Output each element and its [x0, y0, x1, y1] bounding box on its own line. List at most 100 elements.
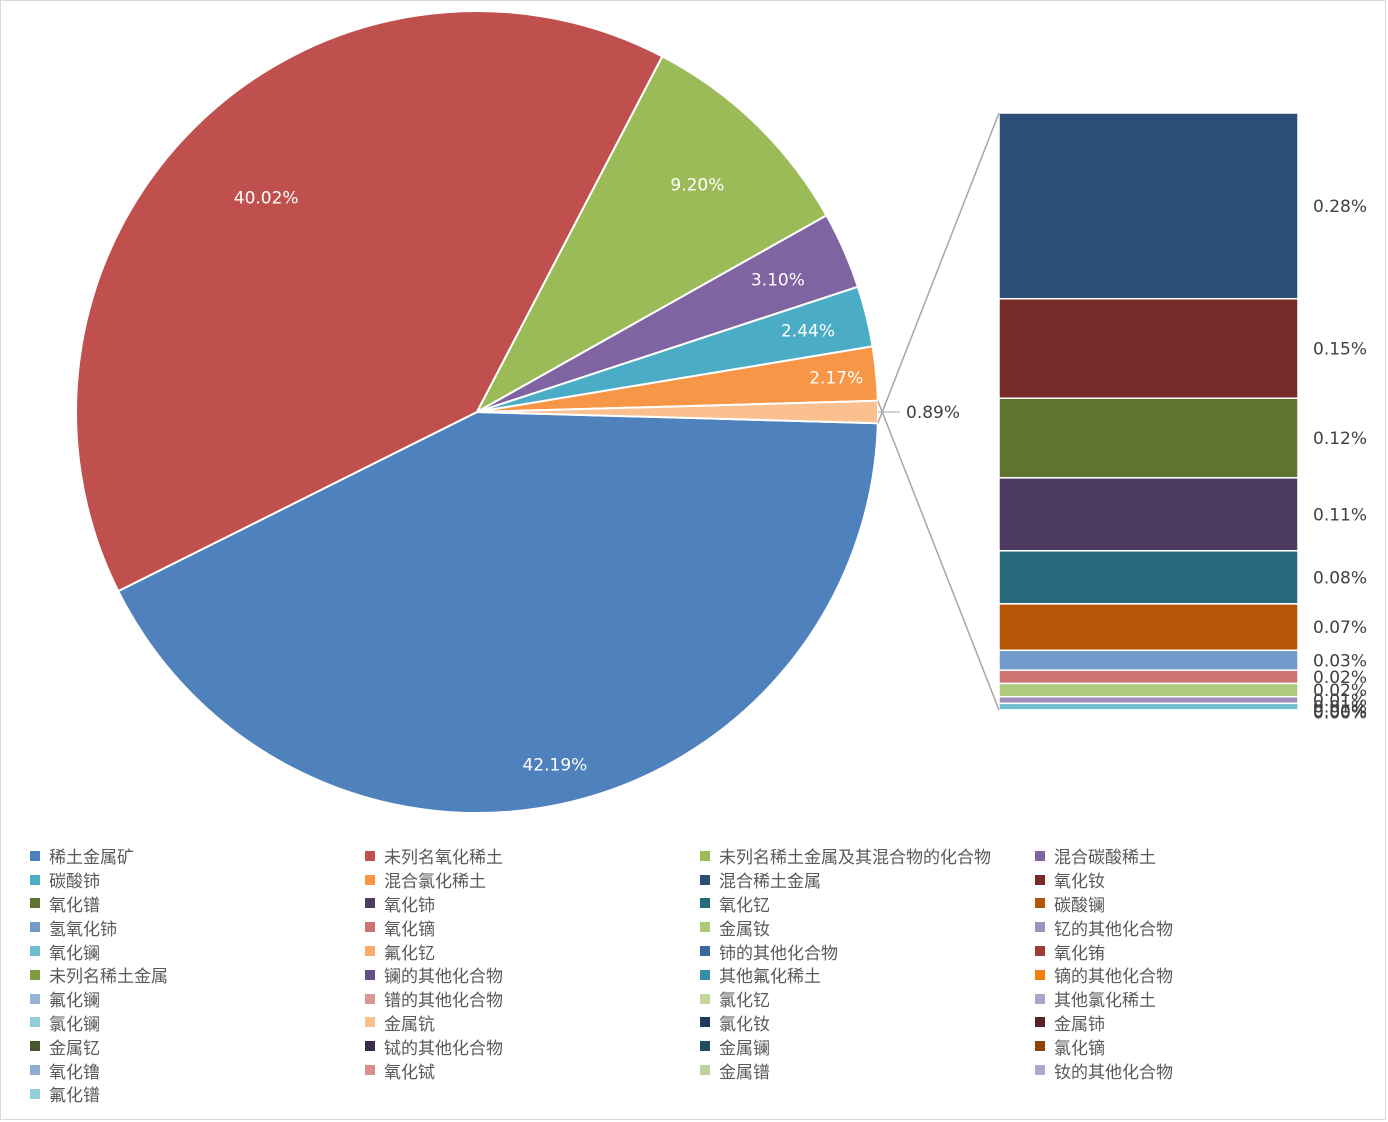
legend-item: 氯化镝 [1035, 1034, 1370, 1059]
legend-label: 氟化镧 [49, 991, 100, 1012]
bar-data-label: 0.08% [1313, 568, 1367, 588]
legend-item: 氧化镥 [30, 1058, 365, 1083]
legend-swatch [30, 993, 40, 1004]
legend-label: 金属钪 [384, 1014, 435, 1035]
legend-label: 混合碳酸稀土 [1054, 848, 1156, 869]
legend-item: 氧化铕 [1035, 939, 1370, 964]
legend-item: 未列名稀土金属 [30, 963, 365, 987]
legend-swatch [700, 850, 710, 861]
bar-segment [998, 397, 1299, 479]
legend-swatch [365, 850, 375, 861]
legend-swatch [30, 1041, 40, 1052]
legend-label: 氧化镧 [49, 943, 100, 964]
pie-data-label: 2.44% [781, 322, 835, 342]
legend-label: 金属镨 [719, 1062, 770, 1083]
pie-slice [474, 55, 828, 415]
legend-item: 其他氟化稀土 [700, 963, 1035, 987]
bar-segment [998, 297, 1299, 399]
legend-item: 氢氧化铈 [30, 915, 365, 940]
legend-item: 碳酸铈 [30, 868, 365, 892]
legend-label: 未列名稀土金属 [49, 967, 168, 988]
pie-data-label: 2.17% [809, 368, 863, 388]
legend-swatch [700, 969, 710, 980]
legend-item: 氧化铈 [365, 892, 700, 916]
legend-label: 铈的其他化合物 [719, 943, 838, 964]
legend-swatch [700, 874, 710, 885]
legend-label: 氯化钕 [719, 1014, 770, 1035]
legend-item: 氯化镧 [30, 1011, 365, 1035]
legend-swatch [30, 922, 40, 933]
legend-swatch [1035, 946, 1045, 957]
legend-item: 未列名稀土金属及其混合物的化合物 [700, 844, 1035, 868]
bar-segment [998, 710, 1299, 714]
connector-line [877, 112, 1000, 424]
bar-segment [998, 649, 1299, 671]
legend-label: 未列名稀土金属及其混合物的化合物 [719, 848, 991, 869]
legend-label: 氧化铽 [384, 1062, 435, 1083]
legend-item: 混合氯化稀土 [365, 868, 700, 892]
legend-item: 氟化镨 [30, 1082, 365, 1106]
bar-segment [998, 702, 1299, 711]
bar-data-label: 0.02% [1313, 668, 1367, 688]
legend-item: 未列名氧化稀土 [365, 844, 700, 868]
legend-swatch [1035, 850, 1045, 861]
legend-label: 氢氧化铈 [49, 919, 117, 940]
pie-slice [116, 410, 879, 814]
legend-swatch [30, 946, 40, 957]
legend-label: 氧化铈 [384, 896, 435, 916]
bar-data-label: 0.02% [1313, 681, 1367, 701]
legend-label: 氯化镝 [1054, 1038, 1105, 1059]
legend-item: 氧化钕 [1035, 868, 1370, 892]
legend-label: 金属钇 [49, 1038, 100, 1059]
legend-item: 其他氯化稀土 [1035, 987, 1370, 1011]
pie-data-label: 42.19% [522, 755, 587, 775]
pie [75, 10, 880, 814]
legend-label: 氧化镨 [49, 896, 100, 916]
legend-label: 氟化钇 [384, 943, 435, 964]
legend-item: 氧化镨 [30, 892, 365, 916]
legend-swatch [700, 898, 710, 909]
legend-label: 氯化镧 [49, 1014, 100, 1035]
bar-segment [998, 477, 1299, 552]
bar-data-label: 0.00% [1313, 702, 1367, 722]
bar-data-label: 0.03% [1313, 651, 1367, 671]
legend-label: 镝的其他化合物 [1054, 967, 1173, 988]
legend-label: 碳酸铈 [49, 872, 100, 893]
pie-slice [75, 10, 664, 593]
legend-swatch [30, 1017, 40, 1028]
legend-item: 氧化铽 [365, 1058, 700, 1083]
legend-swatch [1035, 922, 1045, 933]
legend-swatch [30, 874, 40, 885]
legend-swatch [1035, 993, 1045, 1004]
legend-label: 其他氯化稀土 [1054, 991, 1156, 1012]
legend-label: 其他氟化稀土 [719, 967, 821, 988]
bar-data-label: 0.07% [1313, 618, 1367, 638]
legend-item: 混合稀土金属 [700, 868, 1035, 892]
bar-data-label: 0.12% [1313, 429, 1367, 449]
legend-item: 氧化镝 [365, 915, 700, 940]
legend-swatch [700, 993, 710, 1004]
legend-item: 氯化钕 [700, 1011, 1035, 1035]
legend-label: 碳酸镧 [1054, 896, 1105, 916]
legend-swatch [365, 922, 375, 933]
legend-label: 氧化钇 [719, 896, 770, 916]
bar-segment [998, 603, 1299, 652]
legend-swatch [30, 969, 40, 980]
legend-item: 钇的其他化合物 [1035, 915, 1370, 940]
legend-label: 未列名氧化稀土 [384, 848, 503, 869]
legend-item: 氯化钇 [700, 987, 1035, 1011]
legend-swatch [30, 1088, 40, 1099]
legend-item: 氧化镧 [30, 939, 365, 964]
legend-label: 铽的其他化合物 [384, 1038, 503, 1059]
legend-item: 氧化钇 [700, 892, 1035, 916]
legend-item: 混合碳酸稀土 [1035, 844, 1370, 868]
legend-label: 金属铈 [1054, 1014, 1105, 1035]
legend-label: 金属钕 [719, 919, 770, 940]
pie-data-label: 40.02% [234, 188, 299, 208]
legend-swatch [365, 946, 375, 957]
bar-segment [998, 695, 1299, 705]
legend-item: 铽的其他化合物 [365, 1034, 700, 1059]
legend-label: 稀土金属矿 [49, 848, 134, 869]
